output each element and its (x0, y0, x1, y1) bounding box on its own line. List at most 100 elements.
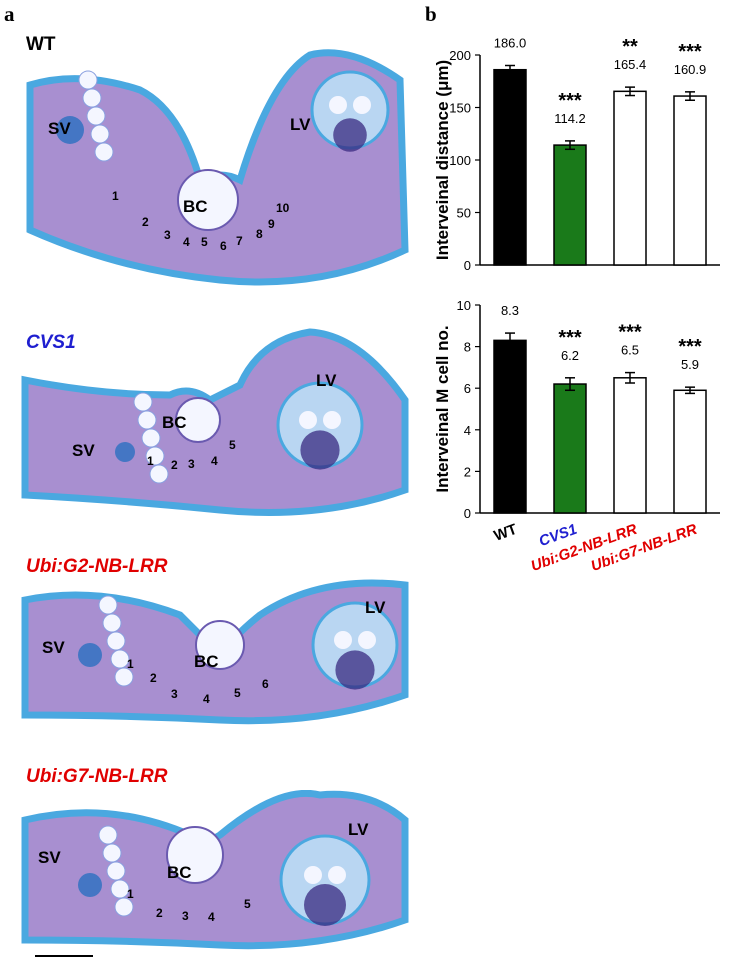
micrograph-cvs1: SV LV BC 1 2 3 45 (21, 328, 409, 516)
label-lv: LV (348, 820, 369, 839)
label-sv: SV (72, 441, 95, 460)
bar-3 (613, 377, 647, 514)
xylem-vessel (329, 96, 347, 114)
large-vein-phloem (300, 430, 340, 470)
cell-number: 2 (156, 906, 163, 920)
large-vein-phloem (304, 884, 346, 926)
value-label: 114.2 (554, 111, 586, 126)
category-label: WT (492, 521, 520, 545)
cell-number: 6 (220, 239, 227, 253)
value-label: 160.9 (674, 62, 707, 77)
vein-cell (141, 428, 161, 448)
cell-number: 3 (188, 457, 195, 471)
bar-4 (673, 389, 707, 514)
y-tick-label: 4 (464, 423, 471, 438)
label-bc: BC (194, 652, 219, 671)
y-tick-label: 6 (464, 381, 471, 396)
xylem-vessel (328, 866, 346, 884)
cell-number: 8 (256, 227, 263, 241)
cell-number: 4 (208, 910, 215, 924)
vein-cell (78, 70, 98, 90)
xylem-vessel (299, 411, 317, 429)
xylem-vessel (323, 411, 341, 429)
bar-4 (673, 95, 707, 266)
cell-number: 1 (147, 454, 154, 468)
cell-number: 4 (183, 235, 190, 249)
cell-number: 6 (262, 677, 269, 691)
value-label: 186.0 (494, 36, 527, 51)
vein-cell (149, 464, 169, 484)
label-bc: BC (162, 413, 187, 432)
y-tick-label: 2 (464, 464, 471, 479)
bulliform-cell (177, 169, 239, 231)
vein-cell (98, 595, 118, 615)
vein-cell (110, 879, 130, 899)
cell-number: 3 (182, 909, 189, 923)
significance-stars: *** (618, 322, 642, 344)
y-tick-label: 10 (457, 298, 471, 313)
cell-number: 4 (203, 692, 210, 706)
label-lv: LV (365, 598, 386, 617)
bar-2 (553, 144, 587, 266)
value-label: 6.2 (561, 348, 579, 363)
xylem-vessel (353, 96, 371, 114)
y-axis-label: Interveinal M cell no. (433, 325, 452, 492)
vein-cell (82, 88, 102, 108)
section-label-g2: Ubi:G2-NB-LRR (26, 556, 168, 577)
significance-stars: ** (622, 36, 638, 58)
vein-cell (145, 446, 165, 466)
panel-a-letter: a (4, 2, 15, 26)
micrograph-g7: SV LV BC 1 2 3 4 5 (21, 790, 409, 950)
cell-number: 1 (112, 189, 119, 203)
y-tick-label: 50 (457, 206, 471, 221)
label-bc: BC (183, 197, 208, 216)
significance-stars: *** (678, 41, 702, 63)
xylem-vessel (358, 631, 376, 649)
label-sv: SV (42, 638, 65, 657)
small-vein (56, 116, 84, 144)
section-label-g7: Ubi:G7-NB-LRR (26, 766, 168, 787)
cell-number: 2 (142, 215, 149, 229)
value-label: 8.3 (501, 303, 519, 318)
value-label: 165.4 (614, 57, 647, 72)
vein-cell (106, 861, 126, 881)
xylem-vessel (334, 631, 352, 649)
bar-2 (553, 383, 587, 514)
small-vein (78, 873, 102, 897)
cell-number: 7 (236, 234, 243, 248)
y-tick-label: 100 (449, 153, 471, 168)
vein-cell (102, 613, 122, 633)
cell-number: 10 (276, 201, 290, 215)
small-vein (115, 442, 135, 462)
cell-number: 5 (244, 897, 251, 911)
label-lv: LV (316, 371, 337, 390)
bulliform-cell (195, 620, 245, 670)
y-tick-label: 150 (449, 101, 471, 116)
cell-number: 2 (150, 671, 157, 685)
y-tick-label: 0 (464, 258, 471, 273)
y-tick-label: 8 (464, 340, 471, 355)
cell-number: 2 (171, 458, 178, 472)
label-lv: LV (290, 115, 311, 134)
panel-b-letter: b (425, 2, 437, 26)
vein-cell (90, 124, 110, 144)
cell-number: 3 (171, 687, 178, 701)
cell-number: 5 (229, 438, 236, 452)
xylem-vessel (304, 866, 322, 884)
vein-cell (114, 667, 134, 687)
section-label-cvs1: CVS1 (26, 332, 76, 353)
significance-stars: *** (558, 90, 582, 112)
bulliform-cell (166, 826, 224, 884)
vein-cell (86, 106, 106, 126)
y-tick-label: 200 (449, 48, 471, 63)
cell-number: 9 (268, 217, 275, 231)
y-tick-label: 0 (464, 506, 471, 521)
cell-number: 4 (211, 454, 218, 468)
value-label: 5.9 (681, 357, 699, 372)
vein-cell (114, 897, 134, 917)
significance-stars: *** (678, 336, 702, 358)
